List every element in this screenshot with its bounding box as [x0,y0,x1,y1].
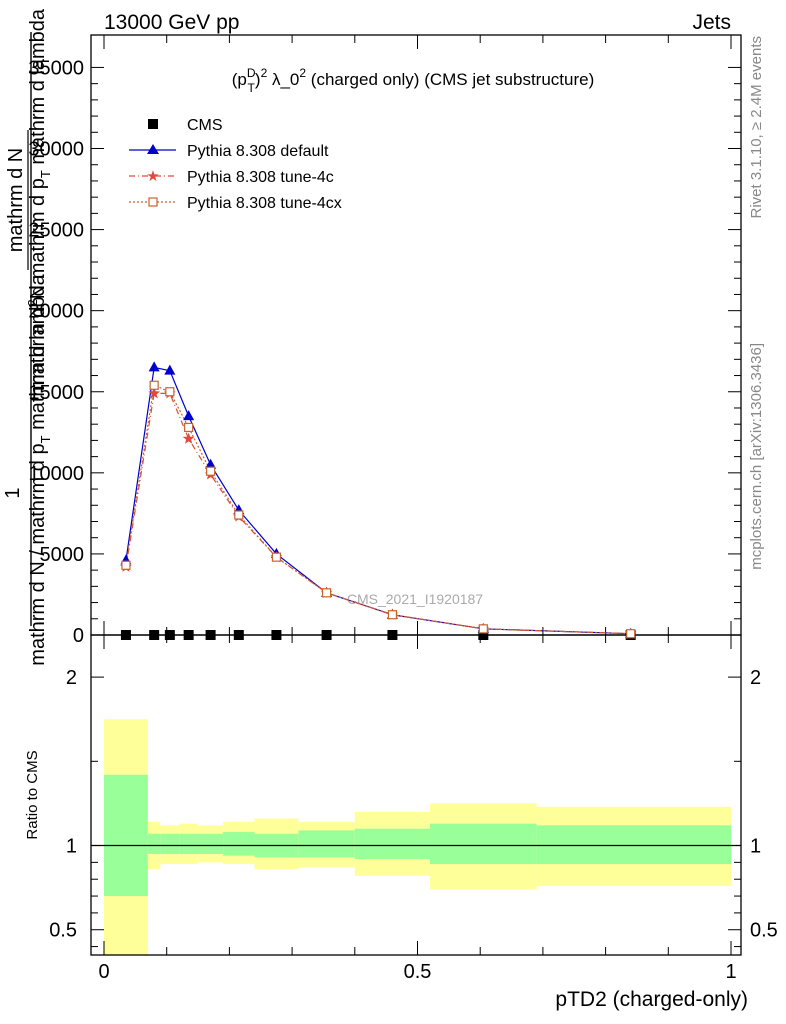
main-ytick-label: 10000 [28,463,84,485]
ratio-inner-band [147,833,161,854]
ratio-ytick-label-right: 2 [750,667,761,689]
ratio-inner-band [179,833,199,854]
ratio-ytick-label-left: 2 [66,667,77,689]
ratio-ytick-label-right: 1 [750,836,761,858]
legend-tune4cx-label: Pythia 8.308 tune-4cx [187,195,342,212]
ratio-inner-band [430,823,537,865]
axis-ticks: 0 5000 10000 15000 20000 25000 30000 35000 0 0.5 1… [28,35,778,983]
tune4cx-data-point [149,380,159,390]
legend-tune4c-label: Pythia 8.308 tune-4c [187,169,334,186]
tune4cx-data-point [271,552,282,562]
series-layer [120,361,637,640]
cms-data-point [321,630,332,640]
ratio-ylabel: Ratio to CMS [24,750,41,839]
cms-data-point [387,630,398,640]
ratio-inner-band [198,833,224,854]
main-ytick-label: 5000 [40,544,85,566]
tune4cx-data-point [478,624,488,634]
ratio-inner-band [536,825,731,865]
ratio-xtick-label: 0 [98,961,109,983]
main-ytick-label: 35000 [28,57,84,79]
rivet-version-label: Rivet 3.1.10, ≥ 2.4M events [748,36,765,219]
legend-cms-marker [148,119,158,129]
ratio-ytick-label-right: 0.5 [750,920,778,942]
cms-data-point [120,630,131,640]
analysis-watermark: CMS_2021_I1920187 [347,591,483,607]
series-line-pythia-8-308-tune-4c [125,392,631,635]
plot-title: (pD T)2 λ_02 (charged only) (CMS jet subs… [232,66,594,95]
tune4c-data-point [148,387,161,399]
default-data-point [148,361,160,372]
tune4cx-data-point [184,422,194,433]
main-ytick-label: 20000 [28,301,84,323]
ratio-xtick-label: 0.5 [404,961,432,983]
legend-default-label: Pythia 8.308 default [187,143,329,160]
tune4cx-data-point [165,387,175,397]
main-ytick-label: 30000 [28,139,84,161]
header-left: 13000 GeV pp [104,11,239,34]
cms-data-point [478,630,489,640]
cms-data-point [183,630,194,640]
ratio-inner-band [354,828,431,859]
legend-cms-label: CMS [187,117,223,134]
ratio-inner-band [298,830,355,858]
cms-data-point [164,630,175,640]
ratio-inner-band [160,833,180,854]
tune4cx-data-point [387,610,398,620]
default-data-point [183,410,195,421]
cms-data-point [149,630,160,640]
tune4cx-data-point [626,629,636,639]
ylabel-numerator-detail: mathrm d2N mathrm d pT mathrm d lambda [25,8,53,391]
legend-default-marker [147,144,159,154]
legend-tune4c-marker: ★ [146,168,159,185]
main-ytick-label: 15000 [28,382,84,404]
legend-tune4cx-marker [148,197,158,207]
mcplots-credit-label: mcplots.cern.ch [arXiv:1306.3436] [748,343,765,570]
cms-data-point [205,630,216,640]
ylabel-one: 1 [2,487,24,498]
main-ytick-label: 25000 [28,220,84,242]
default-data-point [205,458,217,469]
cms-data-point [271,630,282,640]
ratio-inner-band [223,832,255,856]
ratio-ytick-label-left: 0.5 [49,920,77,942]
default-data-point [164,364,176,375]
ratio-xtick-label: 1 [725,961,736,983]
ratio-inner-band [104,774,148,897]
ylabel-outer-numerator: mathrm d N [5,148,27,252]
legend: CMS Pythia 8.308 default ★ Pythia 8.308 … [129,117,342,212]
header-right: Jets [692,11,731,34]
ylabel-denominator: mathrm d N / mathrm d pT mathrm d lambda [27,273,53,665]
ratio-bands [104,719,731,955]
tune4cx-data-point [205,466,216,476]
ratio-ytick-label-left: 1 [66,836,77,858]
cms-data-point [233,630,244,640]
ratio-panel-frame [90,634,742,956]
tune4cx-data-point [234,510,244,520]
main-ylabel: 1 mathrm d N mathrm d2N mathrm d pT math… [2,8,53,666]
xlabel: pTD2 (charged-only) [555,988,748,1011]
tune4cx-data-point [321,588,332,598]
tune4cx-data-point [121,560,131,570]
tune4c-data-point [182,432,195,444]
main-ytick-label: 0 [73,625,84,647]
